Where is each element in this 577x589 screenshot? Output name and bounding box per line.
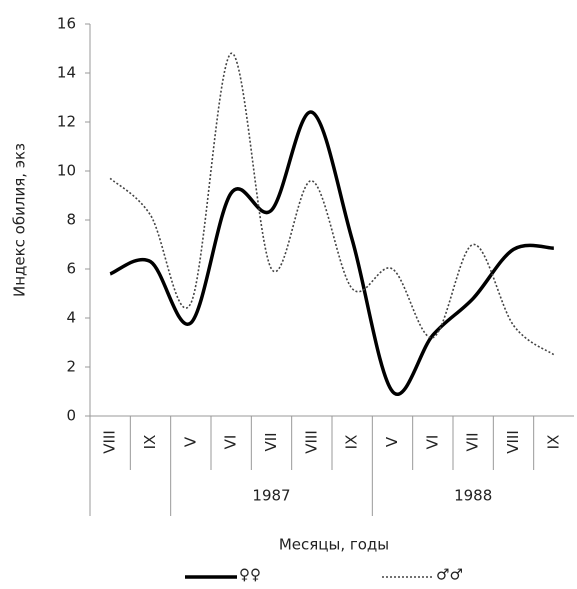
legend-label: ♀♀ [239, 566, 261, 584]
x-tick-label: VII [262, 432, 280, 451]
legend-label: ♂♂ [436, 566, 463, 584]
group-label: 1987 [252, 487, 290, 505]
y-axis-label: Индекс обилия, экз [11, 143, 29, 297]
y-tick-label: 12 [57, 113, 76, 131]
group-label: 1988 [454, 487, 492, 505]
x-tick-label: VI [423, 435, 441, 450]
x-tick-label: VIII [504, 430, 522, 454]
x-tick-label: VIII [302, 430, 320, 454]
y-tick-label: 0 [66, 407, 76, 425]
x-axis-label: Месяцы, годы [279, 536, 389, 554]
series-line [109, 110, 554, 396]
y-tick-label: 4 [66, 309, 76, 327]
x-tick-label: IX [343, 435, 361, 450]
y-tick-label: 16 [57, 15, 76, 33]
x-tick-label: V [383, 436, 401, 447]
y-tick-label: 2 [66, 358, 76, 376]
x-tick-label: VII [464, 432, 482, 451]
x-tick-label: IX [141, 435, 159, 450]
x-tick-label: V [181, 436, 199, 447]
x-tick-label: VI [222, 435, 240, 450]
y-tick-label: 14 [57, 64, 76, 82]
x-tick-label: IX [544, 435, 562, 450]
y-tick-label: 6 [66, 260, 76, 278]
y-tick-label: 10 [57, 162, 76, 180]
x-tick-label: VIII [101, 430, 119, 454]
y-tick-label: 8 [66, 211, 76, 229]
